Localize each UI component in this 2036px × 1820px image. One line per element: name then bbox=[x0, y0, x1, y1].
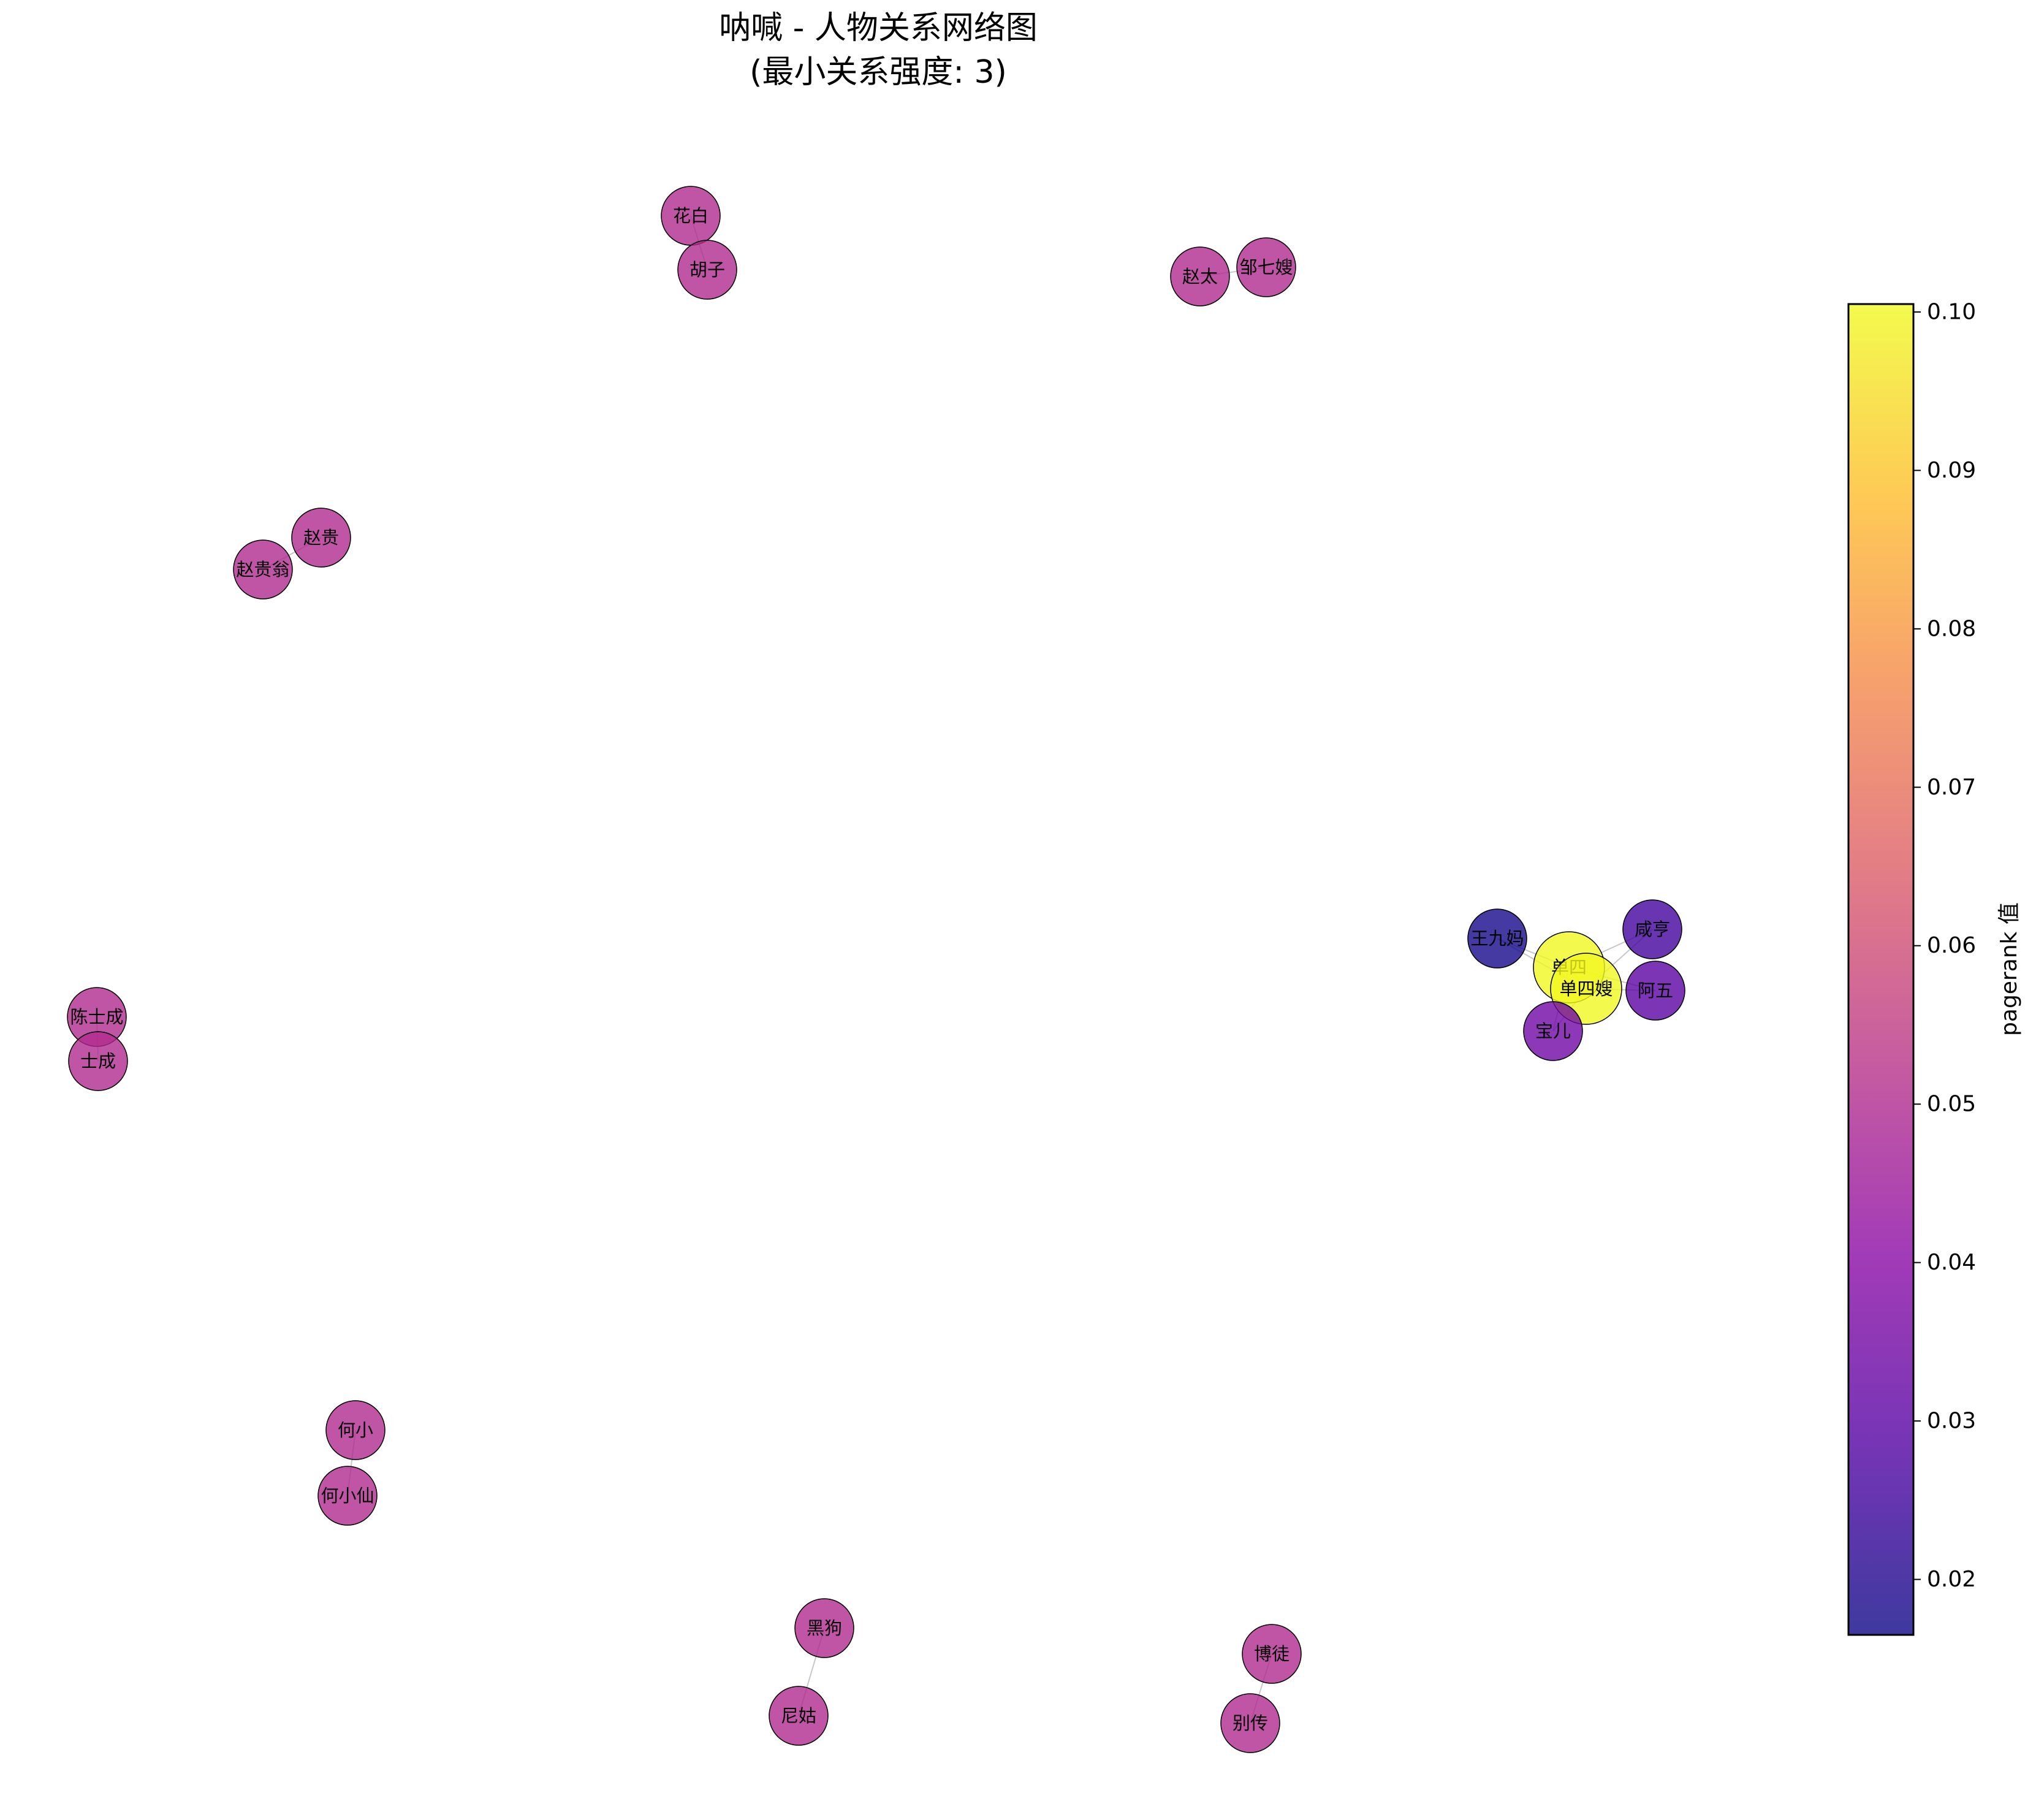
node-circle[interactable] bbox=[1236, 237, 1296, 297]
node-circle[interactable] bbox=[317, 1466, 378, 1526]
node-label: 邹七嫂 bbox=[1239, 257, 1293, 278]
node-botu[interactable]: 博徒 bbox=[1242, 1624, 1302, 1684]
node-circle[interactable] bbox=[291, 508, 351, 568]
node-label: 黑狗 bbox=[807, 1618, 842, 1639]
node-zouqisao[interactable]: 邹七嫂 bbox=[1236, 237, 1296, 297]
node-circle[interactable] bbox=[1467, 908, 1527, 969]
node-chenshicheng[interactable]: 陈士成 bbox=[67, 987, 127, 1047]
colorbar-gradient bbox=[1847, 303, 1915, 1636]
node-circle[interactable] bbox=[233, 539, 293, 600]
colorbar-tick-label: 0.07 bbox=[1927, 775, 1976, 800]
colorbar: 0.02 0.03 0.04 0.05 0.06 0.07 0.08 0.09 0.10 pag… bbox=[1847, 299, 2022, 1636]
node-label: 陈士成 bbox=[70, 1007, 123, 1027]
colorbar-tick-label: 0.04 bbox=[1927, 1250, 1976, 1275]
node-label: 何小 bbox=[338, 1420, 373, 1441]
node-hexiao[interactable]: 何小 bbox=[325, 1400, 386, 1460]
colorbar-tick-label: 0.10 bbox=[1927, 299, 1976, 324]
node-awu[interactable]: 阿五 bbox=[1625, 961, 1685, 1021]
node-label: 单四嫂 bbox=[1559, 978, 1612, 999]
node-circle[interactable] bbox=[1220, 1693, 1280, 1753]
node-shicheng[interactable]: 士成 bbox=[68, 1031, 128, 1091]
node-zhaotai[interactable]: 赵太 bbox=[1170, 246, 1230, 307]
node-label: 博徒 bbox=[1254, 1643, 1290, 1664]
node-circle[interactable] bbox=[769, 1686, 829, 1746]
colorbar-tick-label: 0.03 bbox=[1927, 1409, 1976, 1434]
node-circle[interactable] bbox=[1622, 899, 1682, 959]
node-label: 花白 bbox=[673, 205, 708, 226]
node-circle[interactable] bbox=[68, 1031, 128, 1091]
colorbar-tick-label: 0.06 bbox=[1927, 933, 1976, 958]
node-circle[interactable] bbox=[1625, 961, 1685, 1021]
colorbar-tick-label: 0.02 bbox=[1927, 1567, 1976, 1592]
node-label: 何小仙 bbox=[321, 1485, 374, 1506]
node-circle[interactable] bbox=[1170, 246, 1230, 307]
node-label: 胡子 bbox=[689, 259, 725, 280]
node-label: 宝儿 bbox=[1535, 1021, 1571, 1041]
node-label: 尼姑 bbox=[781, 1705, 816, 1726]
node-biezhuan[interactable]: 别传 bbox=[1220, 1693, 1280, 1753]
nodes-layer: 花白胡子赵太邹七嫂赵贵赵贵翁陈士成士成王九妈咸亨单四单四嫂阿五宝儿何小何小仙黑狗… bbox=[67, 186, 1685, 1753]
node-label: 赵贵翁 bbox=[236, 559, 289, 580]
node-circle[interactable] bbox=[794, 1598, 854, 1658]
node-label: 阿五 bbox=[1638, 980, 1673, 1001]
node-circle[interactable] bbox=[1242, 1624, 1302, 1684]
colorbar-tick-label: 0.09 bbox=[1927, 458, 1976, 483]
node-circle[interactable] bbox=[325, 1400, 386, 1460]
colorbar-tick-label: 0.08 bbox=[1927, 616, 1976, 641]
node-zhaoguiweng[interactable]: 赵贵翁 bbox=[233, 539, 293, 600]
node-label: 别传 bbox=[1233, 1713, 1268, 1734]
chart-subtitle: (最小关系强度: 3) bbox=[750, 54, 1007, 91]
node-circle[interactable] bbox=[1523, 1001, 1583, 1061]
node-huzi[interactable]: 胡子 bbox=[677, 240, 737, 300]
node-heigou[interactable]: 黑狗 bbox=[794, 1598, 854, 1658]
node-huabai[interactable]: 花白 bbox=[661, 186, 721, 246]
colorbar-tick-label: 0.05 bbox=[1927, 1092, 1976, 1117]
colorbar-label: pagerank 值 bbox=[1997, 902, 2022, 1036]
colorbar-ticks: 0.02 0.03 0.04 0.05 0.06 0.07 0.08 0.09 0.10 bbox=[1913, 299, 1976, 1592]
node-circle[interactable] bbox=[677, 240, 737, 300]
node-xianheng[interactable]: 咸亨 bbox=[1622, 899, 1682, 959]
node-wangjiuma[interactable]: 王九妈 bbox=[1467, 908, 1527, 969]
node-nigu[interactable]: 尼姑 bbox=[769, 1686, 829, 1746]
node-label: 赵贵 bbox=[303, 527, 339, 548]
node-label: 赵太 bbox=[1182, 266, 1218, 287]
chart-title: 呐喊 - 人物关系网络图 bbox=[719, 10, 1038, 47]
node-label: 咸亨 bbox=[1635, 919, 1670, 940]
node-hexiaoxian[interactable]: 何小仙 bbox=[317, 1466, 378, 1526]
node-zhaogui[interactable]: 赵贵 bbox=[291, 508, 351, 568]
node-label: 王九妈 bbox=[1470, 928, 1524, 949]
node-label: 士成 bbox=[80, 1051, 116, 1072]
node-baoer[interactable]: 宝儿 bbox=[1523, 1001, 1583, 1061]
